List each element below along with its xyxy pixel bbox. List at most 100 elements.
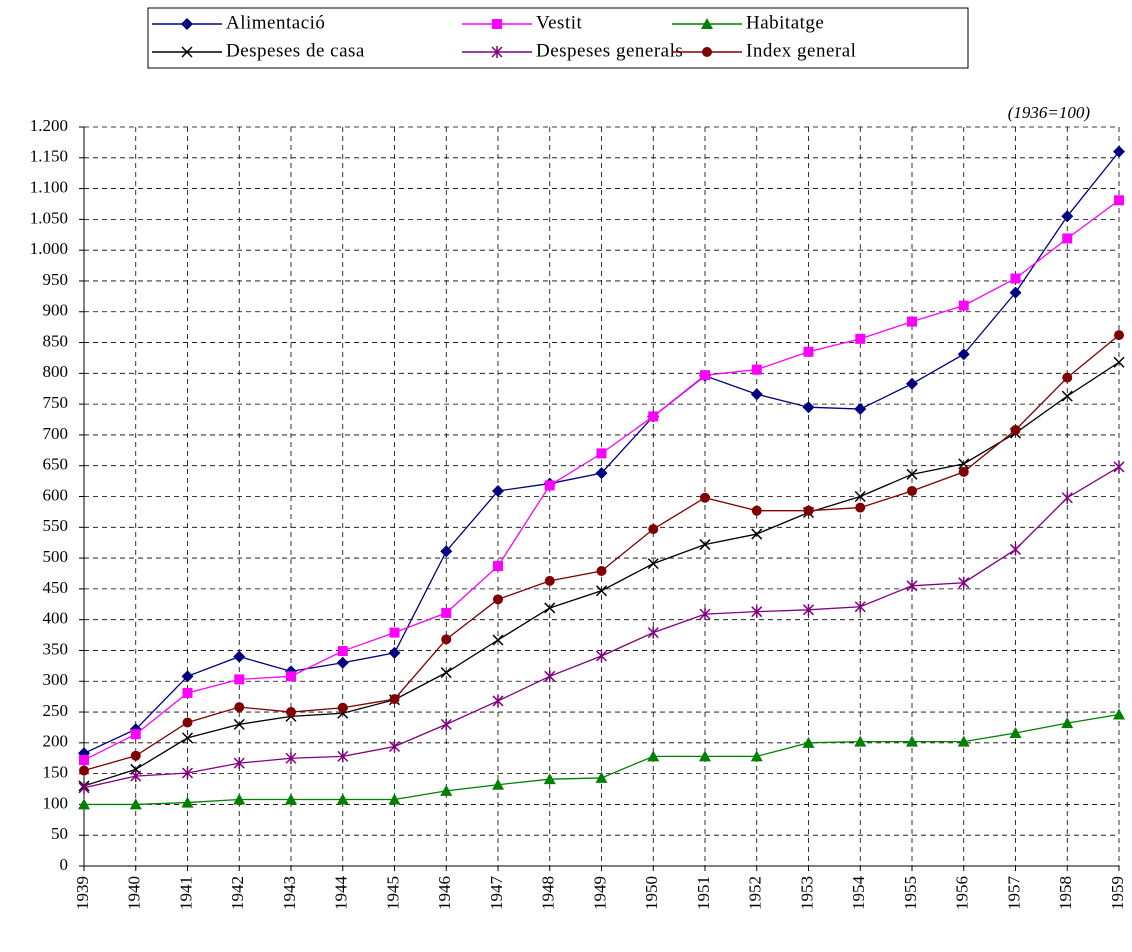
marker — [337, 646, 348, 657]
marker — [491, 46, 503, 58]
star — [285, 752, 297, 765]
marker — [699, 608, 711, 621]
marker — [958, 458, 970, 470]
circle — [1010, 424, 1021, 435]
x-tick-label: 1949 — [590, 876, 609, 910]
marker — [855, 333, 866, 344]
marker — [129, 798, 142, 810]
triangle — [699, 750, 711, 762]
y-tick-label: 250 — [43, 701, 69, 720]
y-tick-label: 1.200 — [30, 116, 68, 135]
x — [492, 634, 504, 646]
square — [907, 316, 917, 327]
marker — [906, 468, 918, 480]
marker — [440, 545, 453, 558]
triangle — [181, 796, 194, 808]
marker — [854, 403, 867, 416]
marker — [595, 467, 608, 480]
triangle — [233, 793, 246, 805]
circle — [544, 575, 555, 586]
x — [233, 718, 245, 730]
x-tick-label: 1945 — [383, 876, 402, 910]
marker — [596, 566, 607, 577]
y-tick-label: 600 — [43, 485, 69, 504]
marker — [233, 718, 245, 730]
y-tick-label: 100 — [43, 793, 69, 812]
marker — [1061, 491, 1073, 504]
star — [78, 781, 90, 794]
marker — [751, 364, 762, 375]
marker — [647, 626, 659, 639]
square — [700, 370, 710, 381]
triangle — [906, 735, 918, 747]
x — [181, 732, 194, 744]
marker — [907, 485, 917, 496]
circle — [130, 750, 141, 761]
marker — [1009, 286, 1022, 299]
star — [751, 605, 763, 618]
marker — [130, 729, 141, 740]
marker — [907, 316, 917, 327]
diamond — [906, 377, 918, 390]
legend-label: Habitatge — [746, 12, 824, 33]
marker — [389, 694, 400, 705]
marker — [854, 600, 866, 613]
square — [234, 674, 245, 685]
marker — [906, 377, 918, 390]
marker — [802, 736, 815, 748]
x — [699, 539, 711, 551]
diamond — [854, 403, 867, 416]
marker — [1010, 273, 1021, 284]
circle — [441, 634, 452, 645]
marker — [441, 607, 452, 618]
x-tick-label: 1941 — [176, 876, 195, 910]
circle — [337, 702, 348, 713]
x — [595, 585, 608, 597]
star — [906, 579, 918, 592]
x-tick-label: 1943 — [280, 876, 299, 910]
square — [648, 411, 659, 422]
marker — [1062, 233, 1073, 244]
star — [388, 740, 401, 753]
marker — [854, 735, 867, 747]
marker — [544, 670, 556, 683]
star — [1113, 460, 1125, 473]
square — [596, 448, 607, 459]
y-tick-label: 950 — [43, 270, 69, 289]
marker — [958, 576, 970, 589]
marker — [958, 466, 969, 477]
marker — [701, 18, 713, 29]
triangle — [1113, 708, 1125, 720]
marker — [958, 300, 969, 311]
square — [855, 333, 866, 344]
marker — [803, 346, 814, 357]
circle — [234, 702, 245, 713]
y-tick-label: 1.000 — [30, 239, 68, 258]
marker — [337, 702, 348, 713]
star — [1061, 491, 1073, 504]
legend-item: Habitatge — [672, 12, 824, 33]
marker — [1113, 145, 1125, 158]
y-tick-label: 0 — [60, 855, 69, 874]
y-tick-label: 450 — [43, 578, 69, 597]
x-tick-label: 1950 — [642, 876, 661, 910]
marker — [595, 650, 608, 663]
circle — [389, 694, 400, 705]
marker — [79, 755, 89, 766]
x-tick-label: 1939 — [73, 876, 92, 910]
marker — [285, 793, 297, 805]
legend-item: Despeses generals — [462, 40, 683, 61]
x-tick-label: 1940 — [125, 876, 144, 910]
y-tick-label: 500 — [43, 547, 69, 566]
x-tick-label: 1957 — [1004, 876, 1023, 911]
legend-item: Vestit — [462, 12, 582, 33]
triangle — [701, 18, 713, 29]
triangle — [285, 793, 297, 805]
marker — [181, 18, 193, 30]
triangle — [802, 736, 815, 748]
square — [79, 755, 89, 766]
marker — [906, 579, 918, 592]
marker — [750, 388, 763, 401]
x-tick-label: 1956 — [953, 876, 972, 910]
diamond — [1061, 210, 1074, 223]
